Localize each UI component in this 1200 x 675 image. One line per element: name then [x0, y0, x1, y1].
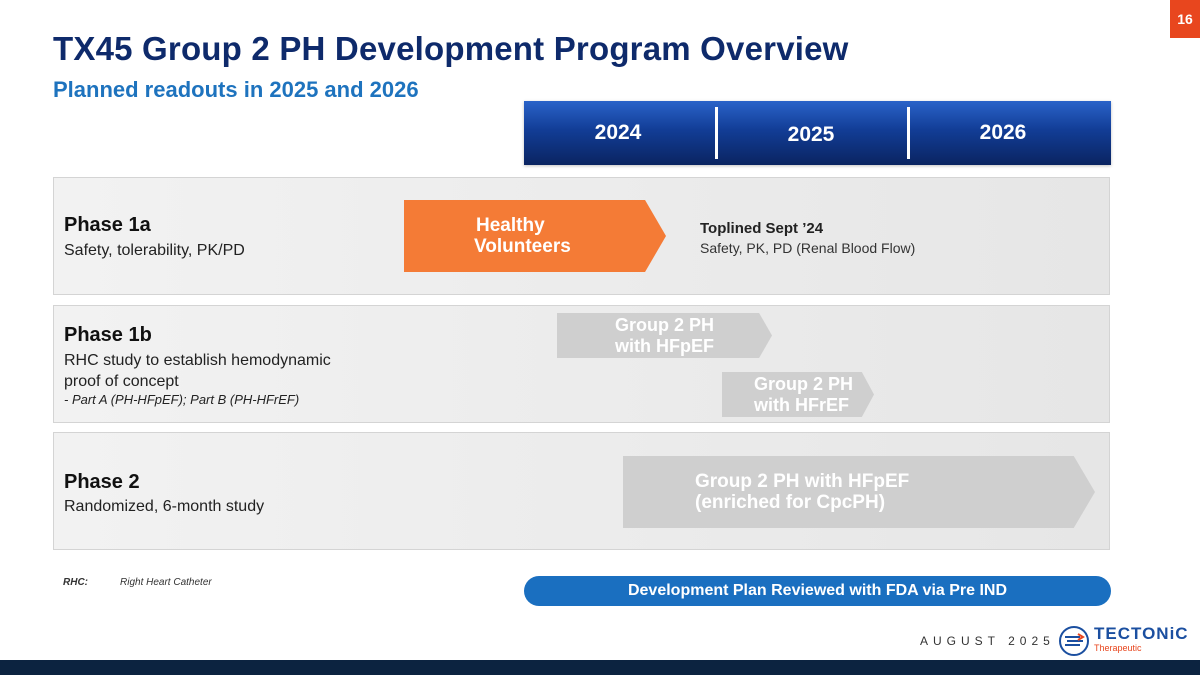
phase-1b-description-line1: RHC study to establish hemodynamic	[64, 352, 331, 369]
phase-2-bar: Group 2 PH with HFpEF (enriched for CpcP…	[623, 456, 1095, 528]
phase-1a-readout-title: Toplined Sept ’24	[700, 220, 824, 237]
hfpef-bar-line2: with HFpEF	[615, 335, 714, 356]
phase-1a-row: Phase 1a Safety, tolerability, PK/PD Hea…	[53, 177, 1110, 295]
phase-2-title: Phase 2	[64, 471, 140, 493]
year-2024-label: 2024	[594, 121, 642, 144]
page-subtitle: Planned readouts in 2025 and 2026	[53, 77, 419, 102]
phase-2-row: Phase 2 Randomized, 6-month study Group …	[53, 432, 1110, 550]
healthy-volunteers-line2: Volunteers	[474, 236, 571, 257]
year-timeline-bar: 2024 2025 2026	[524, 101, 1111, 165]
year-divider	[715, 107, 718, 159]
hfref-bar-line2: with HFrEF	[754, 394, 849, 415]
abbreviation-value: Right Heart Catheter	[120, 577, 212, 588]
logo-name: TECTONiC	[1094, 624, 1189, 643]
logo-subtitle: Therapeutic	[1094, 643, 1142, 653]
phase-1b-row: Phase 1b RHC study to establish hemodyna…	[53, 305, 1110, 423]
hfpef-bar-line1: Group 2 PH	[614, 314, 714, 335]
hfref-bar-line1: Group 2 PH	[754, 373, 854, 394]
healthy-volunteers-line1: Healthy	[476, 215, 545, 236]
company-logo: TECTONiC Therapeutic	[1058, 625, 1189, 657]
year-2025-label: 2025	[787, 123, 835, 146]
phase-1a-title: Phase 1a	[64, 214, 151, 236]
footer-date: AUGUST 2025	[920, 634, 1055, 648]
fda-review-banner: Development Plan Reviewed with FDA via P…	[524, 576, 1111, 606]
year-2026-label: 2026	[979, 121, 1027, 144]
slide-number: 16	[1170, 0, 1200, 38]
abbreviation-key: RHC:	[63, 577, 88, 588]
tectonic-logo-icon	[1059, 626, 1089, 656]
page-title: TX45 Group 2 PH Development Program Over…	[53, 30, 849, 67]
phase-2-bar-line2: (enriched for CpcPH)	[695, 492, 886, 513]
healthy-volunteers-bar: Healthy Volunteers	[404, 200, 666, 272]
hfpef-bar: Group 2 PH with HFpEF	[557, 313, 772, 358]
year-divider	[907, 107, 910, 159]
phase-1a-readout-description: Safety, PK, PD (Renal Blood Flow)	[700, 240, 916, 256]
phase-1b-title: Phase 1b	[64, 324, 152, 346]
phase-1b-description-line2: proof of concept	[64, 373, 179, 390]
phase-1a-description: Safety, tolerability, PK/PD	[64, 242, 245, 259]
phase-2-description: Randomized, 6-month study	[64, 498, 265, 515]
phase-2-bar-line1: Group 2 PH with HFpEF	[695, 471, 910, 492]
footer-band	[0, 660, 1200, 675]
phase-1b-note: - Part A (PH-HFpEF); Part B (PH-HFrEF)	[64, 392, 300, 407]
hfref-bar: Group 2 PH with HFrEF	[722, 372, 874, 417]
